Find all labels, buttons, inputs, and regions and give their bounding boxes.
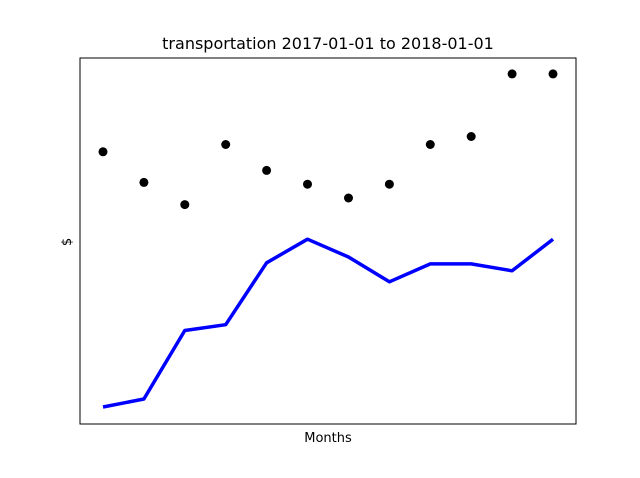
plot-area [79,57,577,425]
data-point [344,193,353,203]
data-point [466,132,476,141]
data-point [384,179,394,189]
chart-marks [98,69,558,409]
series-line [102,237,555,409]
y-axis-label: $ [60,238,75,246]
data-point [98,147,108,157]
chart-title: transportation 2017-01-01 to 2018-01-01 [162,34,494,53]
data-point [548,69,558,79]
data-point [425,140,435,149]
data-point [262,165,272,175]
data-point [180,200,190,210]
data-point [221,140,231,149]
data-point [303,179,312,189]
x-axis-label: Months [304,431,352,446]
data-point [507,69,517,79]
data-point [139,177,149,187]
